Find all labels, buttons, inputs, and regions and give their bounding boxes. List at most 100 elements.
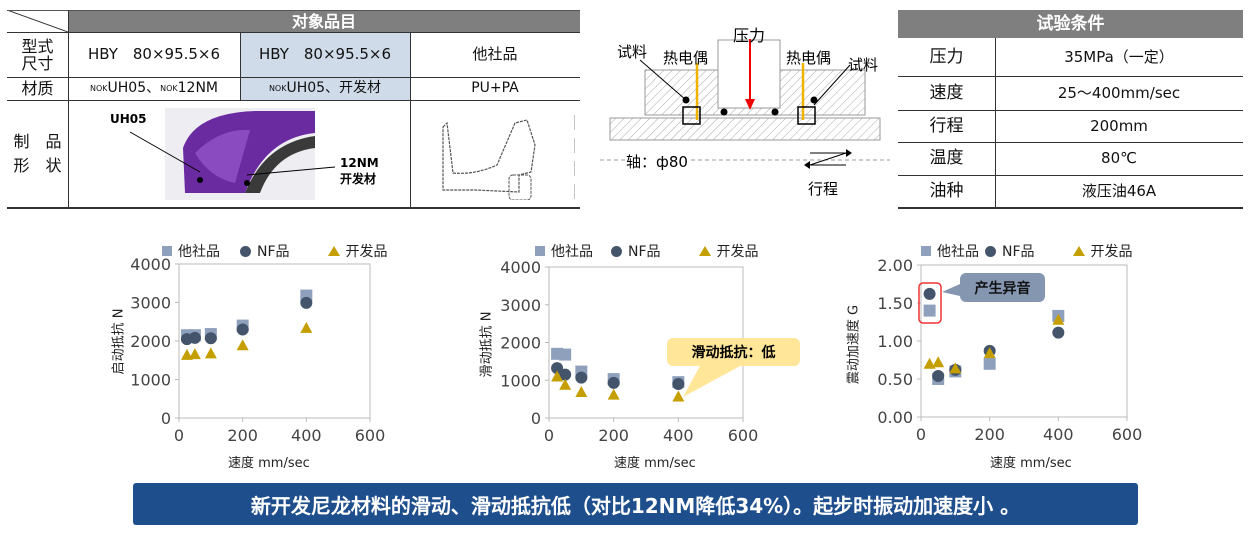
point-triangle <box>932 356 945 368</box>
point-circle <box>1052 326 1065 339</box>
point-triangle <box>188 348 201 360</box>
point-square <box>923 304 936 317</box>
y-tick-label: 0 <box>531 409 541 428</box>
table-header: 对象品目 <box>68 10 580 32</box>
condition-value: 35MPa（一定） <box>1064 47 1174 66</box>
legend-circle-icon <box>985 245 996 257</box>
test-rig-diagram <box>600 39 890 169</box>
condition-value: 25～400mm/sec <box>1057 83 1181 102</box>
x-axis-label-1: 速度 mm/sec <box>228 456 310 471</box>
point-circle <box>607 376 620 389</box>
y-axis-label-1: 启动抵抗 N <box>111 308 127 375</box>
x-tick-label: 0 <box>174 426 184 445</box>
condition-label: 速度 <box>929 82 964 103</box>
y-tick-label: 4000 <box>130 255 171 274</box>
legend-2: 他社品 NF品 开发品 <box>535 241 759 261</box>
y-tick-label: 1000 <box>130 371 171 390</box>
x-tick-label: 200 <box>227 426 258 445</box>
legend-square-icon <box>535 246 545 256</box>
x-tick-label: 600 <box>355 426 386 445</box>
other-seal-profile <box>442 115 575 200</box>
condition-label: 压力 <box>929 46 964 67</box>
material-other: PU+PA <box>471 80 519 96</box>
x-tick-label: 0 <box>544 426 554 445</box>
x-tick-label: 0 <box>916 425 926 444</box>
condition-label: 温度 <box>929 148 964 168</box>
label-12nm: 12NM 开发材 <box>340 156 379 186</box>
condition-label: 行程 <box>929 115 964 136</box>
point-circle <box>236 323 249 336</box>
legend-triangle-icon <box>1072 246 1085 256</box>
point-triangle <box>923 357 936 369</box>
seal-3d-image <box>165 108 315 200</box>
point-triangle <box>300 321 313 333</box>
row-label-shape: 制 品 形 状 <box>13 131 62 175</box>
y-tick-label: 2.00 <box>877 256 913 275</box>
callout-noise: 产生异音 <box>960 273 1045 302</box>
point-square <box>983 357 996 370</box>
y-tick-label: 2000 <box>130 332 171 351</box>
seal-leader-lines <box>129 131 336 176</box>
x-axis-label-3: 速度 mm/sec <box>990 456 1072 471</box>
point-triangle <box>983 347 996 359</box>
y-tick-label: 2000 <box>500 334 541 353</box>
label-shaft: 轴：ф80 <box>626 151 688 172</box>
y-tick-label: 1000 <box>500 371 541 390</box>
point-triangle <box>607 388 620 400</box>
material-nf: NOK UH05、 NOK 12NM <box>89 80 219 96</box>
condition-value: 液压油46A <box>1081 181 1157 200</box>
point-triangle <box>551 370 564 382</box>
material-dev: NOK UH05、开发材 <box>240 77 410 100</box>
y-tick-label: 3000 <box>130 294 171 313</box>
callout-pointer-low-friction <box>683 366 740 397</box>
point-circle <box>188 331 201 344</box>
label-thermocouple-right: 热电偶 <box>786 49 832 67</box>
row-label-size: 型式 尺寸 <box>21 36 54 73</box>
point-triangle <box>949 362 962 374</box>
condition-value: 80℃ <box>1101 149 1137 167</box>
point-triangle <box>204 347 217 359</box>
legend-triangle-icon <box>698 246 711 256</box>
point-circle <box>300 296 313 309</box>
point-triangle <box>180 348 193 360</box>
y-axis-label-3: 震动加速度 G <box>846 304 862 385</box>
y-tick-label: 3000 <box>500 296 541 315</box>
point-circle <box>923 287 936 300</box>
x-tick-label: 600 <box>1112 425 1143 444</box>
y-tick-label: 1.00 <box>877 332 913 351</box>
x-tick-label: 400 <box>291 426 322 445</box>
point-square <box>559 348 572 361</box>
label-pressure: 压力 <box>733 26 766 45</box>
size-nf: HBY 80×95.5×6 <box>87 45 221 63</box>
x-axis-label-2: 速度 mm/sec <box>614 456 696 471</box>
point-triangle <box>575 385 588 397</box>
condition-label: 油种 <box>929 180 964 201</box>
size-other: 他社品 <box>472 45 518 63</box>
label-sample-left: 试料 <box>617 43 648 61</box>
legend-square-icon <box>162 246 172 256</box>
label-uh05: UH05 <box>110 112 147 126</box>
point-triangle <box>1052 313 1065 325</box>
point-circle <box>559 368 572 381</box>
callout-low-friction: 滑动抵抗：低 <box>667 338 800 366</box>
y-tick-label: 0.50 <box>877 370 913 389</box>
point-circle <box>551 362 564 375</box>
legend-circle-icon <box>611 245 622 257</box>
conditions-header: 试验条件 <box>898 10 1243 38</box>
label-stroke: 行程 <box>808 180 839 198</box>
y-axis-label-2: 滑动抵抗 N <box>479 311 495 378</box>
callout-pointer-noise <box>918 282 960 324</box>
label-thermocouple-left: 热电偶 <box>663 49 709 67</box>
x-tick-label: 200 <box>598 426 629 445</box>
point-circle <box>932 369 945 382</box>
x-tick-label: 200 <box>974 425 1005 444</box>
legend-1: 他社品 NF品 开发品 <box>162 241 388 261</box>
row-label-material: 材质 <box>21 79 54 98</box>
x-tick-label: 400 <box>1043 425 1074 444</box>
point-circle <box>672 378 685 391</box>
y-tick-label: 4000 <box>500 258 541 277</box>
